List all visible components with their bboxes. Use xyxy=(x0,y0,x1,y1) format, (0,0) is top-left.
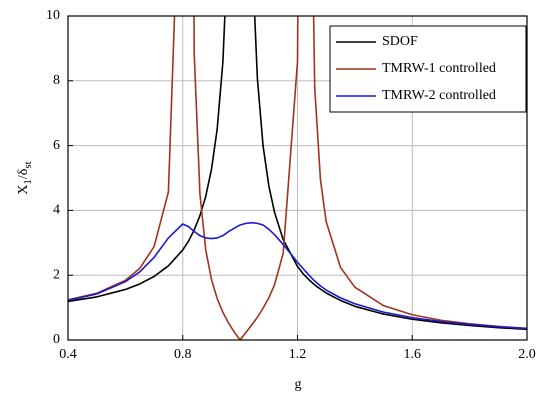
series-line xyxy=(68,16,527,331)
y-label-part: 1 xyxy=(22,179,34,185)
x-tick-label: 2.0 xyxy=(518,347,536,362)
y-tick-label: 6 xyxy=(53,138,60,153)
y-label-part: X xyxy=(16,185,31,195)
series-line xyxy=(68,16,527,340)
legend-label: TMRW-1 controlled xyxy=(382,61,496,76)
y-tick-label: 4 xyxy=(53,203,60,218)
y-tick-label: 2 xyxy=(53,267,60,282)
legend-label: SDOF xyxy=(382,34,418,49)
x-tick-label: 1.6 xyxy=(404,347,422,362)
x-tick-label: 0.8 xyxy=(174,347,192,362)
y-tick-label: 10 xyxy=(46,8,60,23)
series-line xyxy=(68,221,527,330)
y-tick-label: 0 xyxy=(53,332,60,347)
y-label-part: st xyxy=(22,161,34,168)
y-tick-label: 8 xyxy=(53,73,60,88)
y-axis-label: X1/δst xyxy=(16,161,33,194)
y-label-part: /δ xyxy=(16,168,31,179)
x-tick-label: 1.2 xyxy=(289,347,307,362)
x-tick-label: 0.4 xyxy=(59,347,77,362)
x-axis-label: g xyxy=(295,377,302,392)
legend-label: TMRW-2 controlled xyxy=(382,88,496,103)
